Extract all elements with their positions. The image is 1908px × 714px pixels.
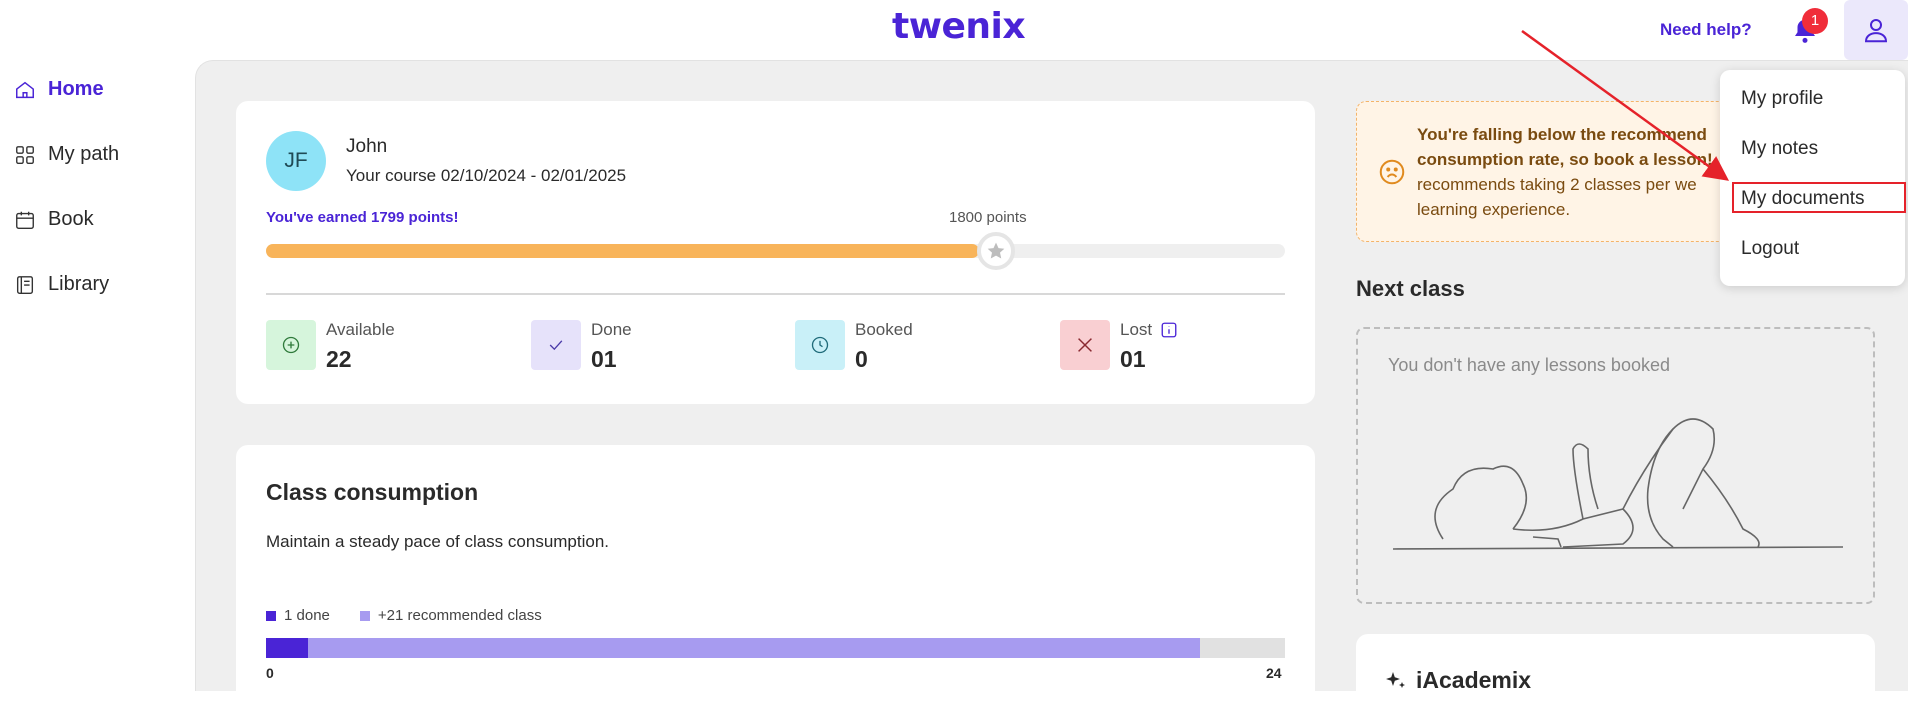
legend-done-label: 1 done [284, 607, 330, 624]
iacademix-title: iAcademix [1416, 667, 1532, 693]
menu-item-my-notes[interactable]: My notes [1741, 138, 1819, 159]
need-help-link[interactable]: Need help? [1660, 20, 1752, 39]
class-consumption-card: Class consumption Maintain a steady pace… [236, 445, 1315, 705]
user-menu-button[interactable] [1844, 0, 1908, 60]
stat-value: 01 [591, 346, 617, 372]
sidebar-item-my-path[interactable]: My path [14, 143, 119, 166]
stat-label: Lost [1120, 320, 1153, 339]
resting-person-illustration [1392, 418, 1844, 550]
consumption-bar-track [266, 638, 1285, 658]
points-progress-track [266, 244, 1285, 258]
notification-badge: 1 [1802, 8, 1828, 34]
stat-booked: Booked 0 [795, 320, 913, 373]
points-earned: You've earned 1799 points! [266, 209, 459, 226]
iacademix-card[interactable]: iAcademix [1356, 634, 1875, 714]
axis-min-label: 0 [266, 665, 274, 681]
milestone-star [977, 232, 1015, 270]
legend-recommended: +21 recommended class [359, 607, 542, 624]
consumption-bar-recommended [308, 638, 1201, 658]
sidebar-item-label: My path [48, 143, 120, 165]
next-class-title: Next class [1356, 276, 1465, 301]
lessons-empty-state: You don't have any lessons booked [1356, 327, 1875, 604]
calendar-icon [16, 211, 34, 229]
points-target: 1800 points [949, 209, 1027, 226]
check-icon [531, 320, 581, 370]
profile-card: JF John Your course 02/10/2024 - 02/01/2… [236, 101, 1315, 404]
sidebar-item-book[interactable]: Book [14, 208, 94, 231]
info-icon[interactable] [1160, 321, 1178, 339]
user-name: John [346, 136, 388, 157]
consumption-bar-done [266, 638, 309, 658]
plus-circle-icon [266, 320, 316, 370]
course-dates: Your course 02/10/2024 - 02/01/2025 [346, 166, 627, 185]
divider [266, 293, 1285, 295]
warning-line-4: learning experience. [1417, 200, 1571, 219]
user-dropdown-menu: My profile My notes My documents Logout [1720, 70, 1905, 286]
stat-lost: Lost 01 [1060, 320, 1178, 373]
stat-available: Available 22 [266, 320, 395, 373]
class-consumption-description: Maintain a steady pace of class consumpt… [266, 532, 610, 551]
home-icon [16, 81, 34, 98]
axis-max-label: 24 [1266, 665, 1282, 681]
legend-recommended-label: +21 recommended class [377, 607, 542, 624]
warning-line-2: consumption rate, so book a lesson! [1417, 150, 1713, 169]
sidebar-item-library[interactable]: Library [14, 273, 109, 296]
stat-label: Available [326, 320, 395, 339]
warning-line-3: recommends taking 2 classes per we [1417, 175, 1697, 194]
logo[interactable]: twenix [892, 6, 1026, 47]
sidebar-item-label: Home [48, 78, 104, 100]
consumption-legend: 1 done +21 recommended class [266, 607, 542, 624]
sidebar-item-label: Book [48, 208, 94, 230]
clock-icon [795, 320, 845, 370]
no-lessons-text: You don't have any lessons booked [1388, 355, 1670, 375]
top-bar: twenix Need help? 1 [0, 0, 1908, 60]
stat-done: Done 01 [531, 320, 632, 373]
menu-item-logout[interactable]: Logout [1741, 238, 1800, 259]
user-icon [1864, 19, 1888, 43]
sidebar-item-home[interactable]: Home [14, 78, 104, 101]
menu-item-my-documents[interactable]: My documents [1741, 188, 1865, 209]
sparkle-icon [1386, 672, 1405, 688]
stat-value: 22 [326, 346, 352, 372]
stat-label: Done [591, 320, 632, 339]
sidebar-item-label: Library [48, 273, 110, 295]
stat-label: Booked [855, 320, 913, 339]
avatar: JF [266, 131, 326, 191]
stat-value: 0 [855, 346, 868, 372]
class-consumption-title: Class consumption [266, 479, 479, 505]
x-icon [1060, 320, 1110, 370]
menu-item-my-profile[interactable]: My profile [1741, 88, 1824, 109]
legend-done: 1 done [266, 607, 330, 624]
book-icon [16, 275, 34, 294]
highlight-box [1732, 182, 1906, 213]
sidebar: Home My path Book Library [0, 60, 195, 691]
points-progress-fill [266, 244, 980, 258]
star-icon [987, 242, 1005, 259]
warning-line-1: You're falling below the recommend [1417, 125, 1707, 144]
grid-icon [16, 145, 34, 164]
sad-face-icon [1379, 159, 1405, 185]
stat-value: 01 [1120, 346, 1146, 372]
